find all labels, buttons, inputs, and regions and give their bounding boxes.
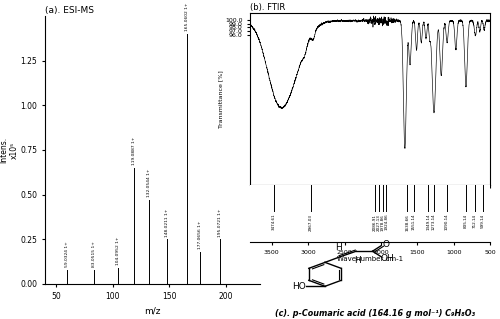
Text: 1924.86: 1924.86 — [384, 214, 388, 231]
Text: 104.0952 1+: 104.0952 1+ — [116, 237, 119, 265]
Text: H: H — [336, 243, 342, 252]
Text: (b). FTIR: (b). FTIR — [250, 3, 285, 12]
Text: 177.0656 1+: 177.0656 1+ — [198, 220, 202, 249]
Text: 1090.14: 1090.14 — [445, 214, 449, 230]
Text: (c). p-Coumaric acid (164.16 g mol⁻¹) C₉H₈O₃: (c). p-Coumaric acid (164.16 g mol⁻¹) C₉… — [275, 309, 475, 318]
Text: 2086.91: 2086.91 — [372, 214, 376, 231]
Text: 3474.61: 3474.61 — [272, 214, 276, 230]
Text: 195.0721 1+: 195.0721 1+ — [218, 208, 222, 237]
Text: 165.0602 1+: 165.0602 1+ — [184, 3, 188, 31]
Text: 132.0544 1+: 132.0544 1+ — [147, 169, 151, 197]
Text: (a). ESI-MS: (a). ESI-MS — [45, 6, 94, 15]
Text: 835.14: 835.14 — [464, 214, 468, 228]
Text: 83.0515 1+: 83.0515 1+ — [92, 241, 96, 267]
Text: 1273.14: 1273.14 — [432, 214, 436, 230]
Text: 2967.03: 2967.03 — [308, 214, 312, 231]
X-axis label: m/z: m/z — [144, 306, 161, 315]
Text: 1551.14: 1551.14 — [412, 214, 416, 230]
Text: H: H — [354, 256, 361, 265]
Text: 599.14: 599.14 — [481, 214, 485, 228]
Text: 712.14: 712.14 — [472, 214, 476, 228]
Text: 119.0887 1+: 119.0887 1+ — [132, 137, 136, 165]
Text: 148.0211 1+: 148.0211 1+ — [165, 208, 169, 237]
Text: 2027.13: 2027.13 — [377, 214, 381, 231]
Text: HO: HO — [292, 282, 306, 291]
Text: OH: OH — [380, 254, 394, 263]
Text: 1978.86: 1978.86 — [380, 214, 384, 231]
Text: 1349.14: 1349.14 — [426, 214, 430, 230]
Y-axis label: Intens.
x10⁵: Intens. x10⁵ — [0, 137, 19, 163]
Text: 59.0324 1+: 59.0324 1+ — [64, 241, 68, 267]
Y-axis label: Transmittance [%]: Transmittance [%] — [218, 70, 224, 128]
Text: O: O — [382, 240, 389, 249]
Text: 1638.66: 1638.66 — [405, 214, 409, 231]
X-axis label: Wavenumber cm-1: Wavenumber cm-1 — [337, 256, 403, 263]
